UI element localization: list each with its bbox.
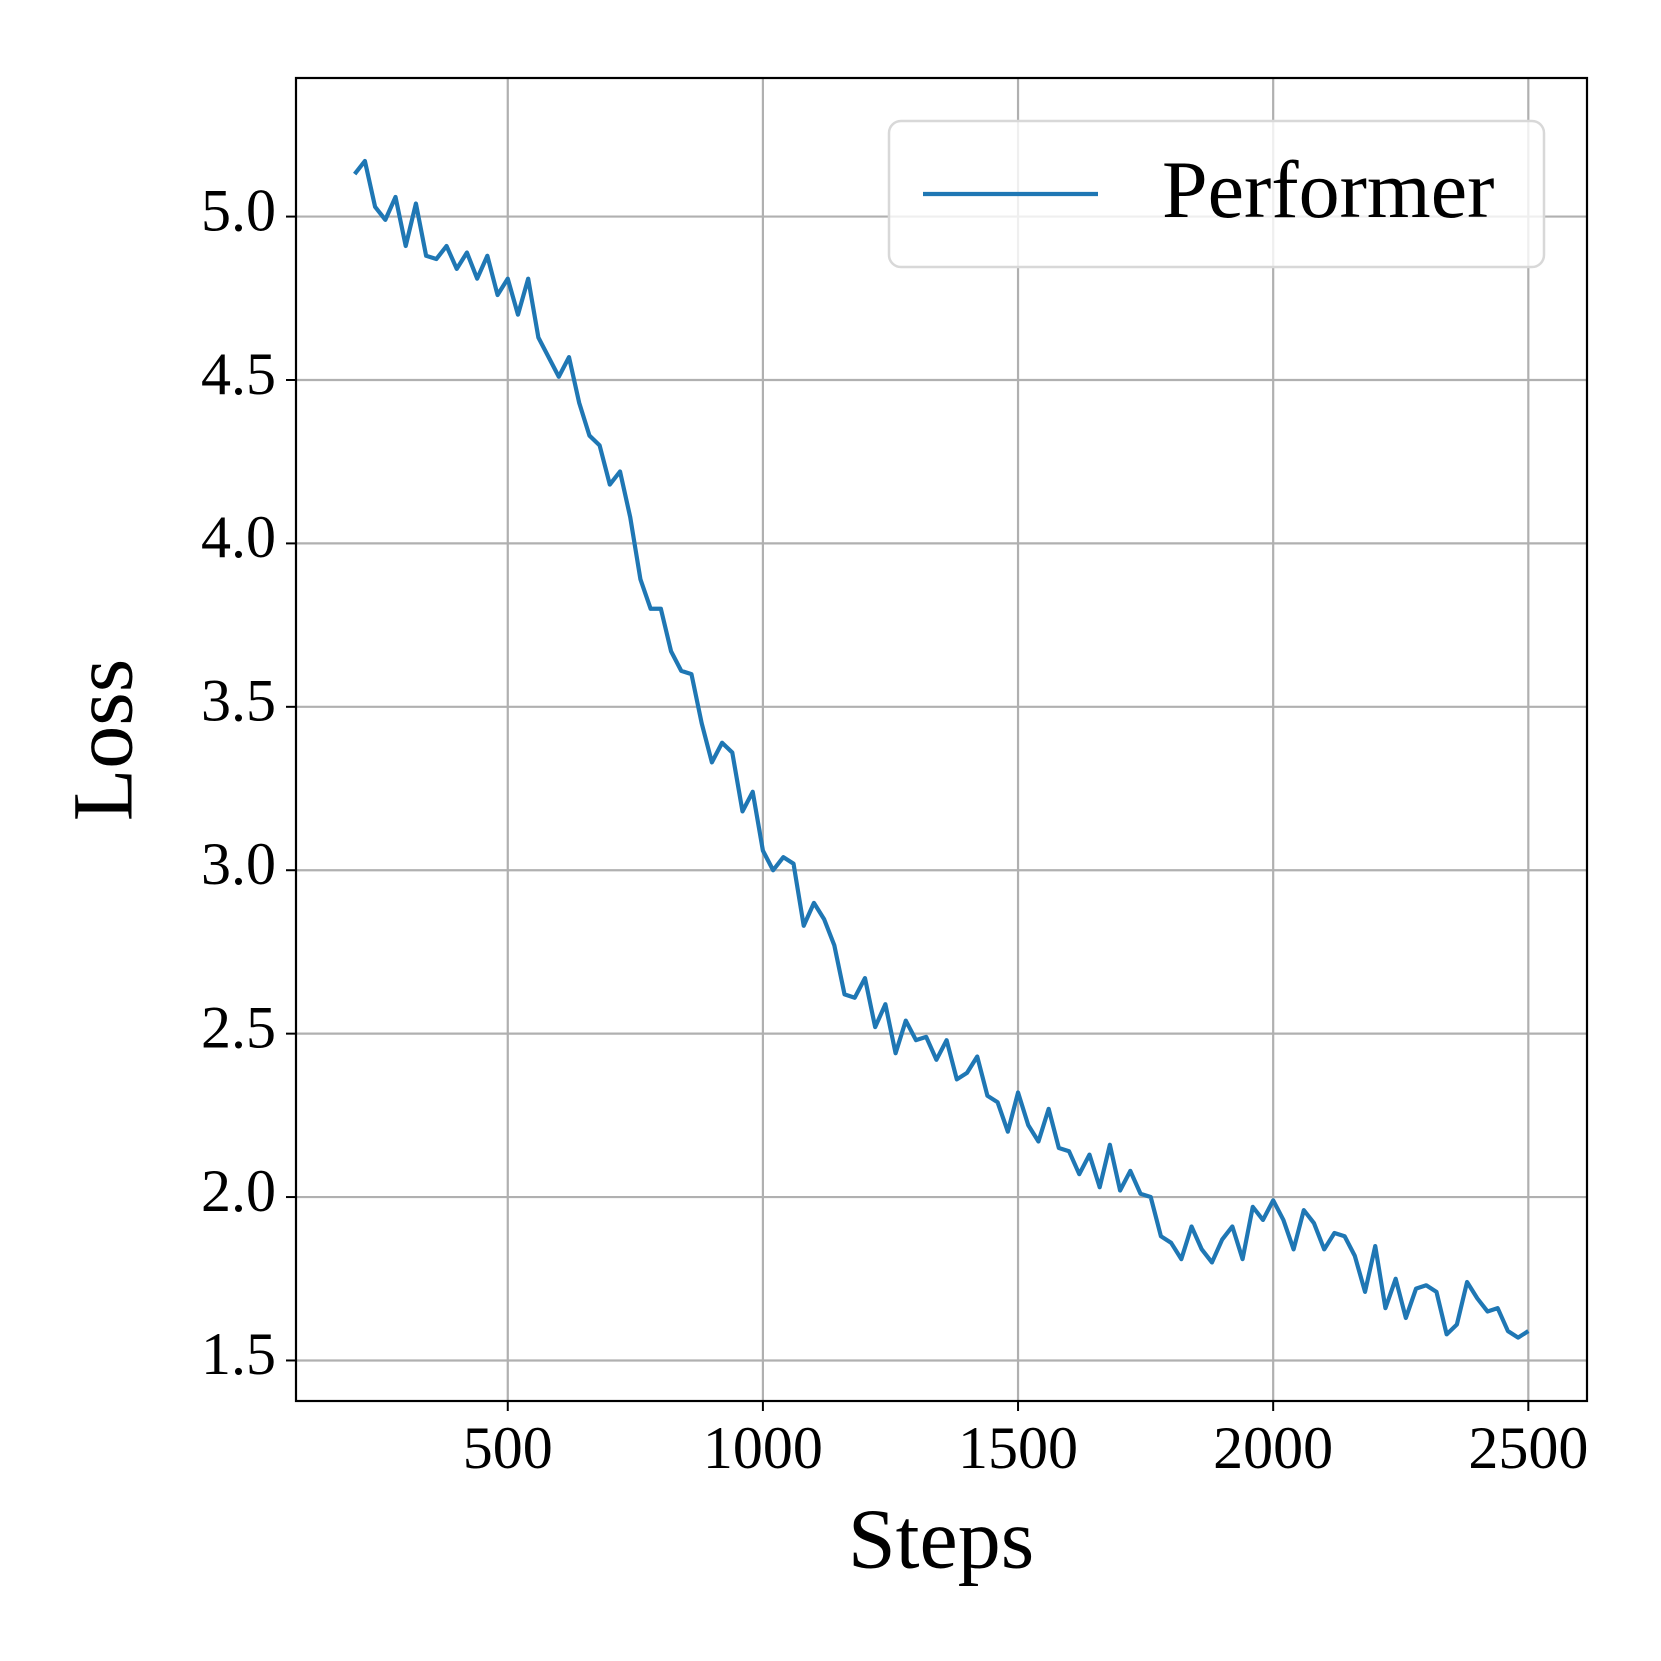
y-tick-label: 5.0 <box>201 177 276 243</box>
legend-label: Performer <box>1162 144 1494 235</box>
x-tick-label: 2000 <box>1213 1415 1333 1481</box>
plot-frame <box>294 76 1589 1403</box>
y-tick-label: 3.5 <box>201 668 276 734</box>
x-tick-label: 500 <box>463 1415 553 1481</box>
y-tick-label: 4.5 <box>201 341 276 407</box>
y-axis-label: Loss <box>55 659 151 821</box>
x-axis-label: Steps <box>848 1491 1034 1587</box>
y-tick-label: 2.5 <box>201 994 276 1060</box>
y-tick-label: 2.0 <box>201 1158 276 1224</box>
legend-box <box>887 119 1546 269</box>
y-tick-label: 3.0 <box>201 831 276 897</box>
data-line <box>353 158 1530 1340</box>
y-tick-label: 1.5 <box>201 1321 276 1387</box>
x-tick-label: 1500 <box>958 1415 1078 1481</box>
y-tick-label: 4.0 <box>201 504 276 570</box>
x-tick-label: 2500 <box>1468 1415 1588 1481</box>
x-tick-label: 1000 <box>703 1415 823 1481</box>
